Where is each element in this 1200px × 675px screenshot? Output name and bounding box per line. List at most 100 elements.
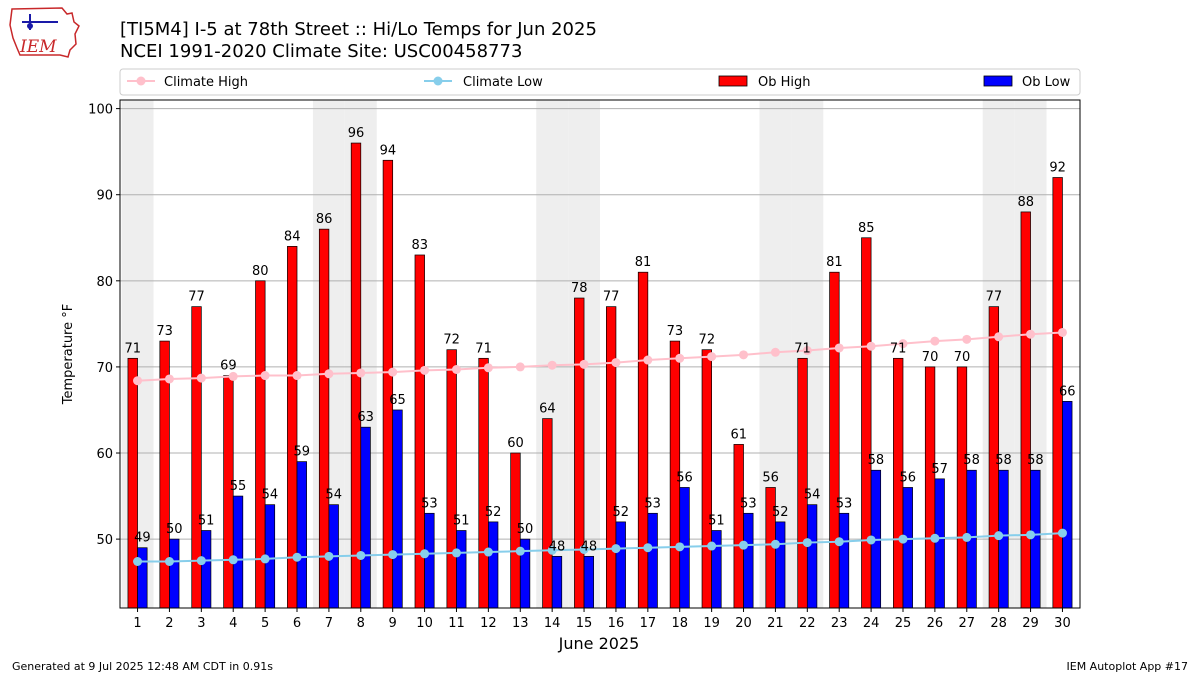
climate-high-point-day-17: [643, 355, 653, 365]
climate-low-point-day-12: [483, 547, 493, 557]
ob-low-bar-day-25: [902, 487, 913, 609]
x-tick-label-28: 28: [990, 616, 1007, 631]
x-tick-label-29: 29: [1022, 616, 1039, 631]
climate-low-line: [137, 532, 1063, 563]
climate-high-point-day-22: [802, 346, 812, 356]
climate-high-point-day-19: [707, 352, 717, 362]
y-tick-label-100: 100: [88, 103, 113, 118]
x-tick-label-22: 22: [799, 616, 816, 631]
plot-frame: [119, 99, 1081, 609]
climate-low-point-day-14: [547, 545, 557, 555]
ob-high-value-label-day-4: 69: [220, 359, 237, 374]
ob-low-bar-day-8: [360, 426, 371, 609]
ob-high-bar-day-12: [478, 357, 489, 609]
ob-low-bar-day-16: [615, 521, 626, 609]
ob-high-value-label-day-5: 80: [252, 264, 269, 279]
ob-high-value-label-day-12: 71: [475, 341, 492, 356]
ob-high-bar-day-9: [382, 159, 394, 609]
chart-title: [TI5M4] I-5 at 78th Street :: Hi/Lo Temp…: [120, 19, 597, 40]
climate-high-point-day-2: [164, 374, 174, 384]
ob-low-bar-day-22: [806, 504, 818, 609]
climate-high-point-day-13: [515, 362, 525, 372]
ob-high-bar-day-24: [861, 237, 872, 609]
x-tick-label-4: 4: [229, 616, 237, 631]
ob-low-value-label-day-27: 58: [963, 453, 980, 468]
climate-lines: [133, 327, 1067, 567]
ob-high-value-label-day-18: 73: [667, 324, 684, 339]
climate-high-point-day-11: [451, 364, 461, 374]
climate-high-point-day-4: [228, 371, 238, 381]
climate-high-point-day-12: [483, 363, 493, 373]
climate-low-point-day-24: [866, 535, 876, 545]
climate-high-point-day-6: [292, 371, 302, 381]
climate-low-point-day-1: [133, 557, 143, 567]
climate-low-point-day-20: [739, 540, 749, 550]
climate-high-point-day-7: [324, 369, 334, 379]
x-tick-label-1: 1: [133, 616, 141, 631]
climate-low-point-day-25: [898, 534, 908, 544]
ob-high-value-label-day-29: 88: [1017, 195, 1034, 210]
ob-low-value-label-day-18: 56: [676, 470, 693, 485]
ob-high-value-label-day-22: 71: [794, 341, 811, 356]
x-tick-label-20: 20: [735, 616, 752, 631]
ob-high-value-label-day-10: 83: [412, 238, 429, 253]
ob-high-value-label-day-6: 84: [284, 229, 301, 244]
x-tick-label-12: 12: [480, 616, 497, 631]
climate-high-point-day-3: [196, 373, 206, 383]
ob-low-value-label-day-6: 59: [294, 445, 311, 460]
ob-low-bar-day-10: [424, 512, 435, 609]
ob-high-bar-day-7: [318, 228, 330, 609]
climate-low-point-day-21: [770, 539, 780, 549]
x-tick-label-17: 17: [640, 616, 657, 631]
x-tick-label-10: 10: [416, 616, 433, 631]
ob-high-value-label-day-1: 71: [124, 341, 141, 356]
legend-ob-high: Ob High: [718, 75, 811, 90]
x-tick-label-27: 27: [959, 616, 976, 631]
ob-high-value-label-day-16: 77: [603, 290, 620, 305]
ob-low-value-label-day-23: 53: [836, 496, 853, 511]
ob-low-bar-day-17: [647, 512, 658, 609]
x-tick-label-11: 11: [448, 616, 465, 631]
x-tick-label-9: 9: [389, 616, 397, 631]
ob-low-value-label-day-26: 57: [931, 462, 948, 477]
x-tick-label-19: 19: [703, 616, 720, 631]
ob-low-value-label-day-28: 58: [995, 453, 1012, 468]
ob-high-value-label-day-9: 94: [380, 143, 397, 158]
ob-low-bar-day-3: [200, 530, 212, 609]
ob-low-value-label-day-3: 51: [198, 514, 215, 529]
ob-low-bar-day-20: [743, 512, 754, 609]
climate-low-point-day-13: [515, 546, 525, 556]
ob-high-value-label-day-30: 92: [1049, 160, 1066, 175]
climate-high-point-day-24: [866, 341, 876, 351]
ob-high-value-label-day-17: 81: [635, 255, 652, 270]
ob-high-value-label-day-27: 70: [954, 350, 971, 365]
ob-high-value-label-day-20: 61: [730, 427, 747, 442]
ob-low-value-label-day-2: 50: [166, 522, 183, 537]
climate-low-point-day-17: [643, 543, 653, 553]
y-tick-label-50: 50: [96, 533, 113, 548]
ob-low-value-label-day-4: 55: [230, 479, 247, 494]
climate-high-point-day-29: [1026, 329, 1036, 339]
ob-low-value-label-day-22: 54: [804, 488, 821, 503]
x-tick-label-5: 5: [261, 616, 269, 631]
climate-low-point-day-6: [292, 552, 302, 562]
ob-high-value-label-day-7: 86: [316, 212, 333, 227]
data-labels: 71 73 77 69 80 84 86 96 94 83 72 71 60 64 78 77 81 73 72 61…: [124, 126, 1075, 554]
climate-low-point-day-8: [356, 550, 366, 560]
ob-low-value-label-day-25: 56: [900, 470, 917, 485]
y-tick-label-70: 70: [96, 361, 113, 376]
ob-low-bar-day-11: [456, 530, 467, 609]
ob-low-value-label-day-29: 58: [1027, 453, 1044, 468]
climate-high-point-day-25: [898, 339, 908, 349]
ob-low-bar-day-29: [1030, 469, 1041, 609]
x-axis-ticks: 1 2 3 4 5 6 7 8 9 10 11 12 13 14 15 16 17 18 19 20 21 22 23 24 2…: [133, 608, 1071, 631]
ob-low-value-label-day-12: 52: [485, 505, 502, 520]
ob-low-bar-day-12: [488, 521, 499, 609]
ob-low-value-label-day-9: 65: [389, 393, 406, 408]
y-axis-ticks: 50 60 70 80 90 100: [88, 103, 120, 548]
ob-high-bar-day-22: [797, 357, 808, 609]
ob-high-bar-day-20: [733, 444, 744, 609]
ob-low-value-label-day-24: 58: [868, 453, 885, 468]
legend-ob-high-label: Ob High: [758, 75, 811, 90]
x-tick-label-23: 23: [831, 616, 848, 631]
